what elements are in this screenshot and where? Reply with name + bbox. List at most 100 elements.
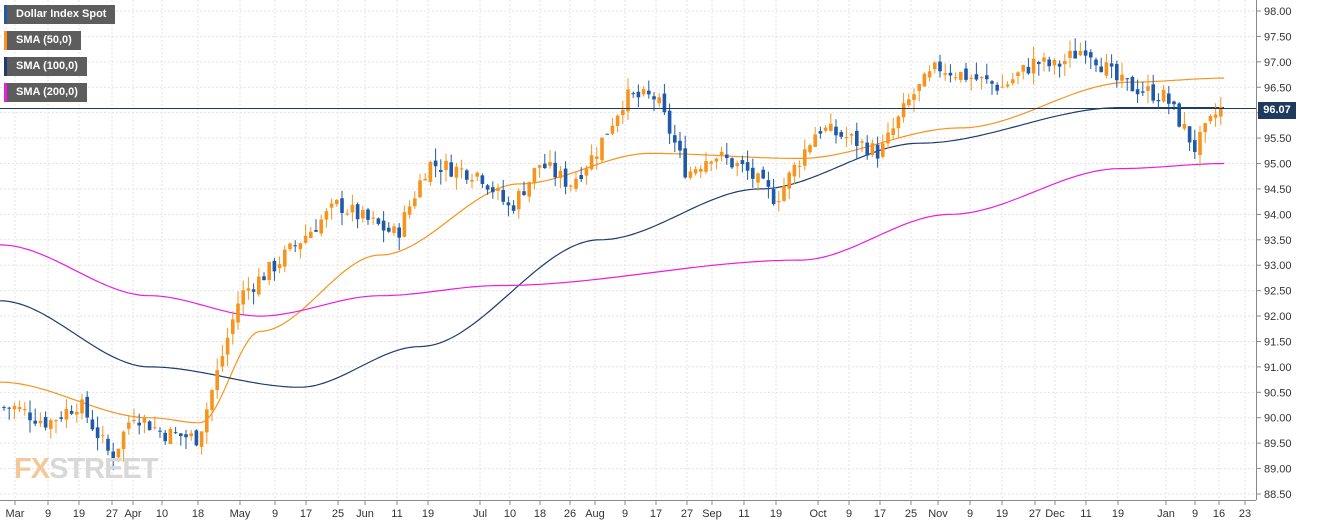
candle-down (397, 223, 401, 251)
candle-up (787, 170, 791, 200)
x-tick-label: Dec (1045, 508, 1065, 520)
candle-down (1094, 57, 1098, 72)
legend-dollar-index[interactable]: Dollar Index Spot (4, 5, 116, 24)
candle-up (1052, 58, 1057, 75)
x-tick-label: Jul (473, 508, 487, 520)
x-tick-label: 11 (1080, 508, 1091, 520)
candle-down (340, 190, 344, 226)
candle-up (459, 159, 464, 179)
candle-up (303, 224, 308, 245)
candle-down (147, 420, 152, 431)
candle-down (501, 180, 505, 206)
x-tick-label: 9 (622, 508, 628, 520)
candle-up (886, 122, 890, 149)
y-tick-label: 92.00 (1264, 311, 1292, 323)
x-tick-label: 19 (422, 508, 434, 520)
candle-down (28, 400, 32, 433)
x-tick-label: 9 (45, 508, 51, 520)
candle-down (948, 64, 953, 83)
candle-up (1203, 122, 1207, 144)
candle-up (407, 200, 412, 219)
x-tick-label: Mar (6, 508, 25, 520)
candle-down (272, 257, 277, 281)
x-tick-label: 9 (272, 508, 278, 520)
y-tick-label: 88.50 (1264, 489, 1292, 501)
candle-down (506, 196, 511, 217)
legend-sma100[interactable]: SMA (100,0) (4, 57, 87, 76)
candle-up (1005, 81, 1010, 89)
candle-up (1000, 74, 1005, 88)
candle-down (1151, 74, 1155, 104)
candle-down (85, 391, 89, 424)
y-tick-label: 97.00 (1264, 57, 1292, 69)
candle-up (600, 137, 604, 163)
candle-up (444, 153, 448, 182)
candle-up (527, 181, 531, 203)
candle-down (553, 151, 557, 187)
x-tick-label: 9 (967, 508, 973, 520)
candle-down (579, 167, 583, 183)
candle-down (865, 135, 869, 160)
candle-up (1042, 52, 1046, 72)
candle-up (782, 177, 786, 203)
candle-down (1026, 58, 1031, 75)
candle-up (849, 132, 854, 145)
x-tick-label: Jun (356, 508, 374, 520)
candle-down (262, 272, 266, 281)
candle-up (615, 114, 620, 133)
y-tick-label: 90.00 (1264, 413, 1292, 425)
x-tick-label: Sep (702, 508, 722, 520)
candle-down (1073, 38, 1077, 59)
grid-lines (0, 0, 1256, 500)
candle-down (938, 54, 942, 78)
candle-down (173, 427, 178, 435)
plot-background (0, 0, 1256, 500)
x-tick-label: 26 (564, 508, 576, 520)
x-tick-label: Apr (124, 508, 141, 520)
candle-down (194, 429, 199, 447)
candle-up (699, 165, 703, 178)
candle-down (1130, 75, 1135, 92)
candle-down (818, 126, 823, 139)
x-tick-label: Nov (928, 508, 948, 520)
candle-up (298, 242, 303, 259)
candle-up (927, 65, 932, 82)
candle-up (693, 166, 698, 176)
y-tick-label: 89.00 (1264, 464, 1292, 476)
candle-down (771, 178, 776, 206)
y-tick-label: 94.00 (1264, 209, 1292, 221)
candle-up (1208, 114, 1213, 125)
candle-down (314, 219, 318, 233)
x-tick-label: 17 (874, 508, 886, 520)
candle-up (870, 139, 875, 157)
candle-up (288, 242, 292, 252)
candle-up (210, 388, 214, 422)
candle-up (719, 146, 724, 162)
candle-up (896, 115, 901, 138)
candle-up (803, 139, 807, 171)
x-tick-label: 17 (300, 508, 312, 520)
candle-up (496, 183, 500, 201)
legend-sma50[interactable]: SMA (50,0) (4, 31, 81, 50)
candle-down (439, 159, 443, 185)
legend-label: SMA (100,0) (16, 60, 78, 72)
y-tick-label: 95.50 (1264, 133, 1292, 145)
sma-line-200 (0, 162, 1225, 317)
candle-up (168, 426, 173, 444)
x-tick-label: 17 (650, 508, 662, 520)
x-tick-label: 18 (192, 508, 204, 520)
candle-up (454, 162, 459, 190)
candle-up (943, 63, 947, 82)
candle-down (667, 103, 672, 144)
x-tick-label: 19 (1112, 508, 1124, 520)
candle-down (563, 161, 568, 195)
candle-up (231, 311, 235, 345)
candle-down (33, 408, 37, 427)
candle-down (95, 416, 100, 451)
sma-line-100 (0, 107, 1224, 388)
candle-down (366, 207, 370, 225)
candle-up (813, 126, 817, 147)
legend-sma200[interactable]: SMA (200,0) (4, 83, 87, 102)
x-axis-ticks: Mar 9 19 27 Apr 10 18 May 9 17 25 Jun 11 19 Jul 10 18 26 A… (6, 500, 1251, 520)
